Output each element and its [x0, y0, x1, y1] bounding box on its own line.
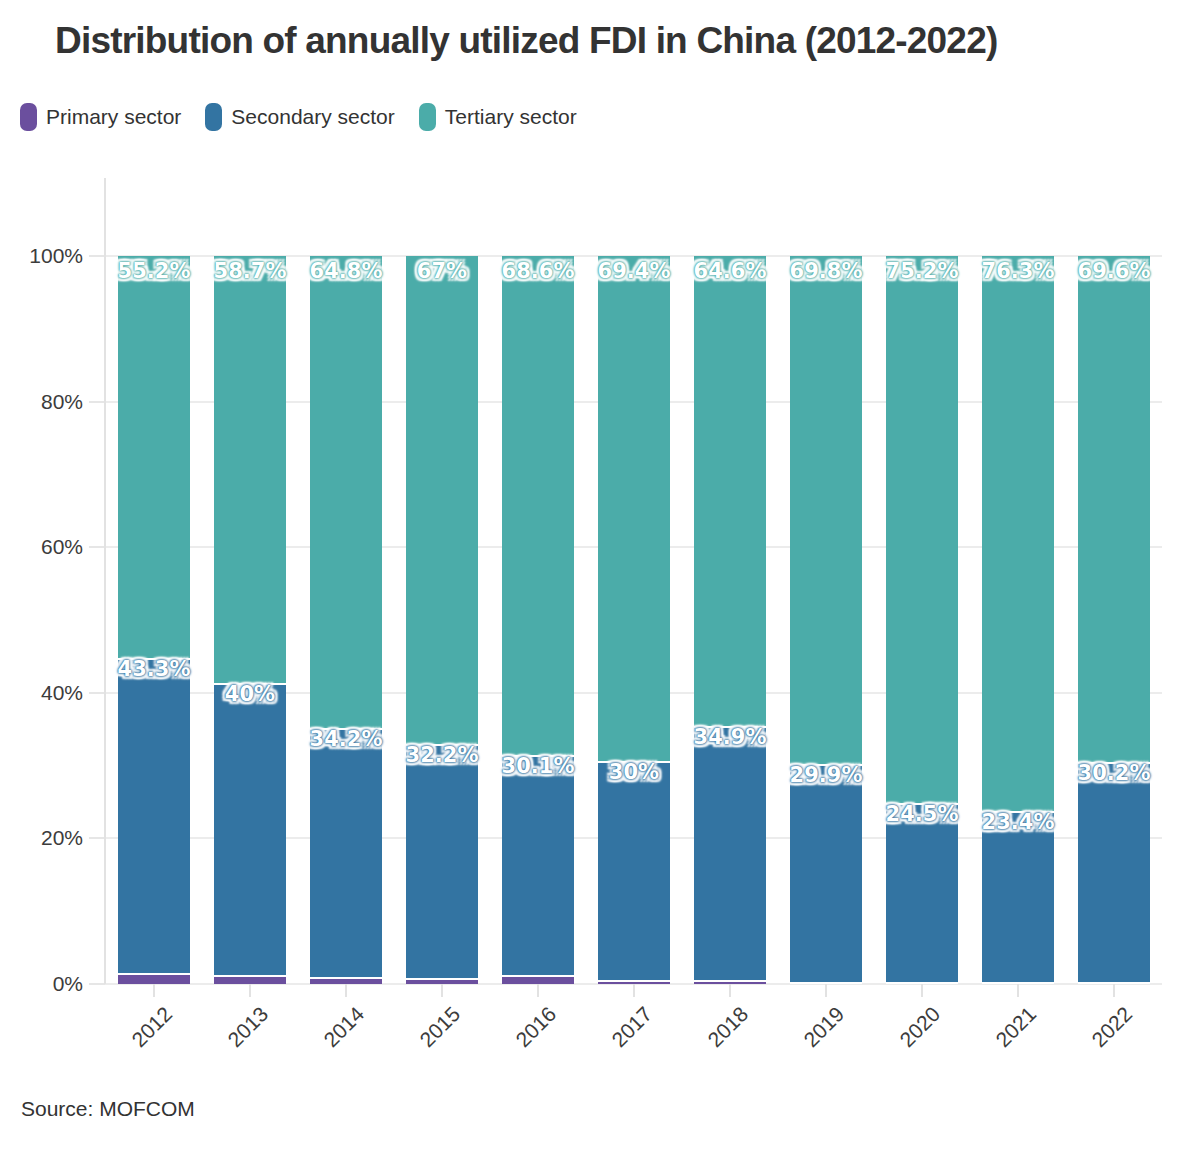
x-axis-tick: [441, 984, 443, 997]
data-label-tertiary-2018: 64.6%: [694, 259, 767, 283]
data-label-secondary-2021: 23.4%: [982, 810, 1055, 834]
x-axis-tick: [633, 984, 635, 997]
y-axis-tick: [89, 692, 105, 694]
x-axis-label-2013: 2013: [197, 1002, 273, 1078]
y-axis-tick: [89, 546, 105, 548]
bar-segment-primary-2013[interactable]: [214, 975, 286, 984]
bar-segment-secondary-2016[interactable]: 30.1%: [502, 755, 574, 974]
data-label-tertiary-2015: 67%: [417, 259, 467, 283]
bar-segment-primary-2016[interactable]: [502, 975, 574, 984]
bar-2022: 69.6% 30.2%: [1078, 256, 1150, 984]
x-axis-tick: [249, 984, 251, 997]
bar-2016: 68.6% 30.1%: [502, 256, 574, 984]
x-axis-label-2015: 2015: [389, 1002, 465, 1078]
data-label-tertiary-2012: 55.2%: [118, 259, 191, 283]
x-axis-label-2012: 2012: [101, 1002, 177, 1078]
y-axis-label: 20%: [17, 826, 83, 850]
bar-segment-tertiary-2016[interactable]: 68.6%: [502, 256, 574, 755]
data-label-secondary-2019: 29.9%: [790, 763, 863, 787]
data-label-tertiary-2016: 68.6%: [502, 259, 575, 283]
x-axis-label-2021: 2021: [965, 1002, 1041, 1078]
bar-segment-tertiary-2020[interactable]: 75.2%: [886, 256, 958, 803]
x-axis-tick: [345, 984, 347, 997]
bar-segment-secondary-2014[interactable]: 34.2%: [310, 728, 382, 977]
data-label-tertiary-2020: 75.2%: [886, 259, 959, 283]
bar-2021: 76.3% 23.4%: [982, 256, 1054, 984]
y-axis-label: 0%: [17, 972, 83, 996]
bar-segment-tertiary-2017[interactable]: 69.4%: [598, 256, 670, 761]
x-axis-tick: [153, 984, 155, 997]
bar-segment-secondary-2019[interactable]: 29.9%: [790, 764, 862, 982]
bar-2012: 55.2% 43.3%: [118, 256, 190, 984]
bar-segment-secondary-2015[interactable]: 32.2%: [406, 744, 478, 978]
bar-segment-secondary-2021[interactable]: 23.4%: [982, 811, 1054, 981]
x-axis-label-2018: 2018: [677, 1002, 753, 1078]
x-axis-tick: [1113, 984, 1115, 997]
x-axis-tick: [1017, 984, 1019, 997]
x-axis-label-2022: 2022: [1061, 1002, 1137, 1078]
y-axis-tick: [89, 837, 105, 839]
bar-segment-primary-2014[interactable]: [310, 977, 382, 984]
y-axis-tick: [89, 255, 105, 257]
bar-segment-secondary-2017[interactable]: 30%: [598, 761, 670, 979]
data-label-tertiary-2013: 58.7%: [214, 259, 287, 283]
y-axis-label: 80%: [17, 390, 83, 414]
bar-2020: 75.2% 24.5%: [886, 256, 958, 984]
bar-2015: 67% 32.2%: [406, 256, 478, 984]
bar-segment-tertiary-2022[interactable]: 69.6%: [1078, 256, 1150, 762]
chart-container: Distribution of annually utilized FDI in…: [0, 0, 1202, 1150]
x-axis-tick: [537, 984, 539, 997]
data-label-tertiary-2014: 64.8%: [310, 259, 383, 283]
bar-segment-primary-2012[interactable]: [118, 973, 190, 984]
y-axis-label: 60%: [17, 535, 83, 559]
bar-segment-tertiary-2015[interactable]: 67%: [406, 256, 478, 744]
data-label-tertiary-2017: 69.4%: [598, 259, 671, 283]
source-note: Source: MOFCOM: [21, 1097, 195, 1121]
data-label-tertiary-2021: 76.3%: [982, 259, 1055, 283]
data-label-tertiary-2019: 69.8%: [790, 259, 863, 283]
plot-area: 0% 20% 40% 60% 80% 100% 55.2% 43.3% 2012 58.7% 40%…: [0, 0, 1202, 1150]
y-axis-line: [104, 178, 106, 984]
data-label-secondary-2018: 34.9%: [694, 725, 767, 749]
bar-segment-secondary-2018[interactable]: 34.9%: [694, 726, 766, 980]
y-axis-label: 100%: [17, 244, 83, 268]
bar-2014: 64.8% 34.2%: [310, 256, 382, 984]
data-label-secondary-2016: 30.1%: [502, 754, 575, 778]
y-axis-tick: [89, 401, 105, 403]
data-label-secondary-2017: 30%: [609, 760, 659, 784]
bar-2019: 69.8% 29.9%: [790, 256, 862, 984]
y-axis-label: 40%: [17, 681, 83, 705]
data-label-secondary-2013: 40%: [225, 682, 275, 706]
x-axis-tick: [729, 984, 731, 997]
bar-2017: 69.4% 30%: [598, 256, 670, 984]
data-label-secondary-2015: 32.2%: [406, 743, 479, 767]
x-axis-tick: [825, 984, 827, 997]
x-axis-tick: [921, 984, 923, 997]
data-label-secondary-2020: 24.5%: [886, 802, 959, 826]
bar-segment-secondary-2013[interactable]: 40%: [214, 683, 286, 974]
bar-segment-tertiary-2014[interactable]: 64.8%: [310, 256, 382, 728]
x-axis-label-2014: 2014: [293, 1002, 369, 1078]
bar-segment-secondary-2020[interactable]: 24.5%: [886, 803, 958, 981]
bar-segment-tertiary-2012[interactable]: 55.2%: [118, 256, 190, 658]
bar-segment-tertiary-2013[interactable]: 58.7%: [214, 256, 286, 683]
x-axis-label-2019: 2019: [773, 1002, 849, 1078]
bar-segment-secondary-2022[interactable]: 30.2%: [1078, 762, 1150, 982]
data-label-secondary-2014: 34.2%: [310, 727, 383, 751]
bar-segment-tertiary-2018[interactable]: 64.6%: [694, 256, 766, 726]
x-axis-label-2017: 2017: [581, 1002, 657, 1078]
data-label-secondary-2012: 43.3%: [118, 657, 191, 681]
bar-segment-tertiary-2021[interactable]: 76.3%: [982, 256, 1054, 811]
bar-2013: 58.7% 40%: [214, 256, 286, 984]
bar-segment-secondary-2012[interactable]: 43.3%: [118, 658, 190, 973]
bar-segment-tertiary-2019[interactable]: 69.8%: [790, 256, 862, 764]
bar-2018: 64.6% 34.9%: [694, 256, 766, 984]
x-axis-label-2020: 2020: [869, 1002, 945, 1078]
data-label-tertiary-2022: 69.6%: [1078, 259, 1151, 283]
data-label-secondary-2022: 30.2%: [1078, 761, 1151, 785]
y-axis-tick: [89, 983, 105, 985]
x-axis-label-2016: 2016: [485, 1002, 561, 1078]
